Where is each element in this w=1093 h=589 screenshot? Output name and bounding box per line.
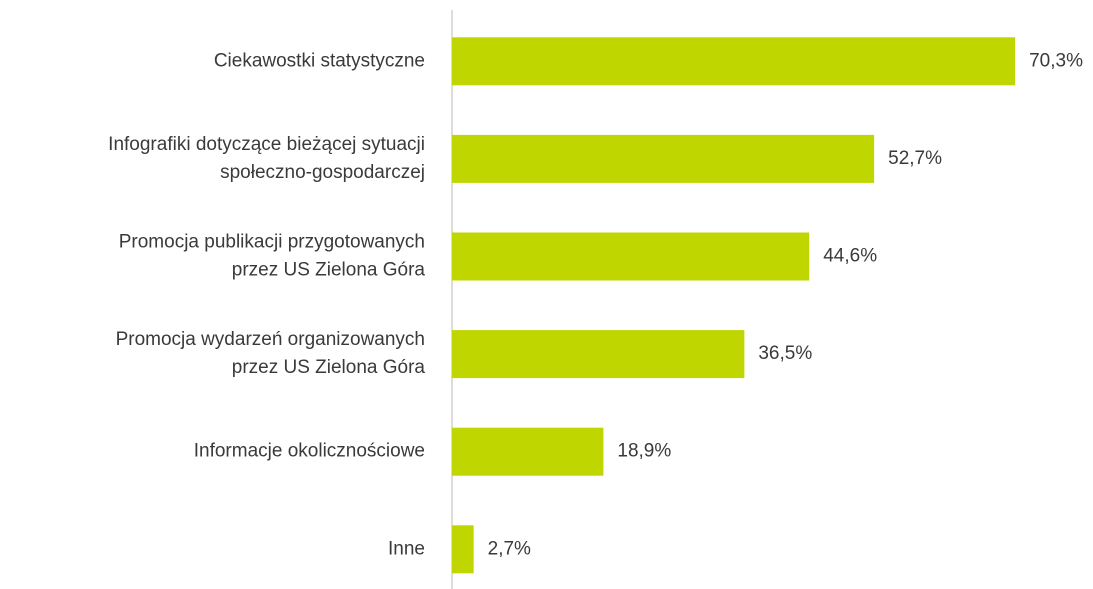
bar <box>452 134 875 183</box>
category-label-line: Infografiki dotyczące bieżącej sytuacji <box>108 134 425 155</box>
bar <box>452 330 745 379</box>
category-label-line: przez US Zielona Góra <box>232 357 426 378</box>
bar <box>452 427 604 476</box>
category-label: Informacje okolicznościowe <box>194 441 425 462</box>
category-label: Infografiki dotyczące bieżącej sytuacji s… <box>108 134 425 183</box>
value-label: 18,9% <box>617 441 671 462</box>
category-label-line: Promocja wydarzeń organizowanych <box>116 329 425 350</box>
value-label: 44,6% <box>823 246 877 267</box>
bar <box>452 525 474 574</box>
category-label-line: społeczno-gospodarczej <box>220 162 425 183</box>
category-label: Promocja publikacji przygotowanych przez … <box>119 232 426 281</box>
value-label: 70,3% <box>1029 50 1083 71</box>
category-label: Ciekawostki statystyczne <box>214 50 425 71</box>
value-label: 52,7% <box>888 148 942 169</box>
value-label: 2,7% <box>488 538 531 559</box>
bar <box>452 37 1016 86</box>
value-label: 36,5% <box>758 343 812 364</box>
bar <box>452 232 810 281</box>
category-label: Promocja wydarzeń organizowanych przez US… <box>116 329 426 378</box>
category-label: Inne <box>388 538 425 559</box>
category-label-line: Promocja publikacji przygotowanych <box>119 232 425 253</box>
category-label-line: przez US Zielona Góra <box>232 260 426 281</box>
category-label-line: Inne <box>388 538 425 559</box>
category-label-line: Informacje okolicznościowe <box>194 441 425 462</box>
category-label-line: Ciekawostki statystyczne <box>214 50 425 71</box>
